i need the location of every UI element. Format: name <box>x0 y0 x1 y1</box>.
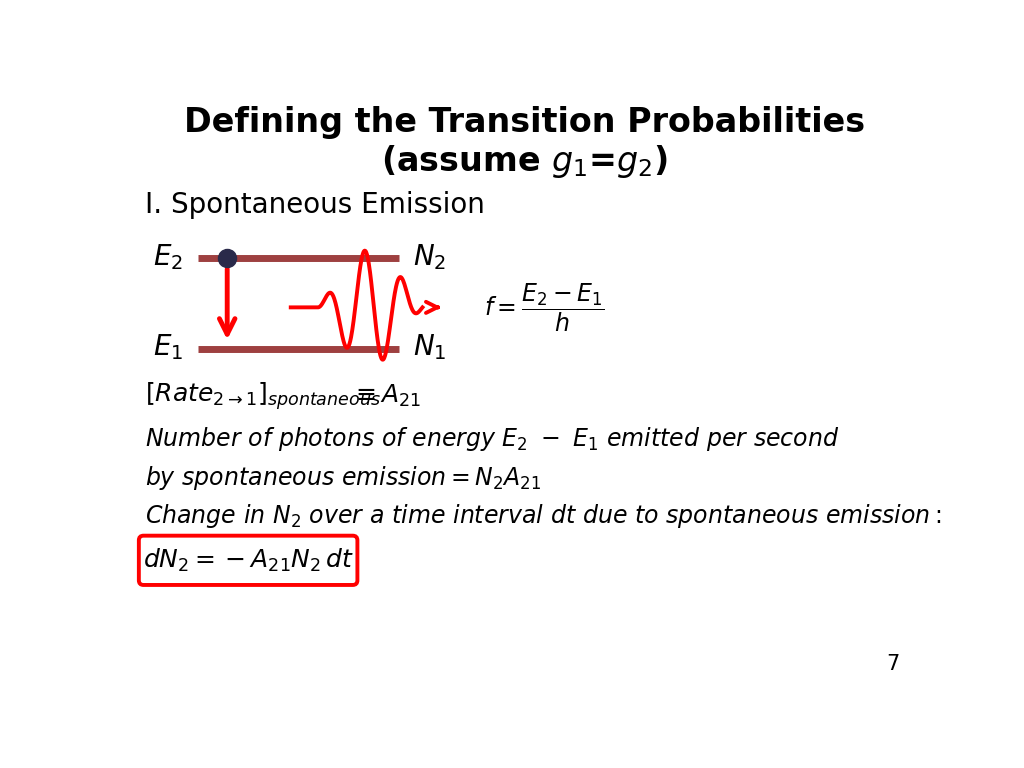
Text: (assume $g_1$=$g_2$): (assume $g_1$=$g_2$) <box>382 143 668 180</box>
FancyBboxPatch shape <box>139 536 357 585</box>
Text: $E_2$: $E_2$ <box>154 242 183 272</box>
Text: $f = \dfrac{E_2 - E_1}{h}$: $f = \dfrac{E_2 - E_1}{h}$ <box>484 281 605 333</box>
Text: $dN_2 = -A_{21}N_2\,dt$: $dN_2 = -A_{21}N_2\,dt$ <box>142 547 353 574</box>
Text: Defining the Transition Probabilities: Defining the Transition Probabilities <box>184 107 865 140</box>
Text: $N_1$: $N_1$ <box>414 332 446 362</box>
Text: $\left[Rate_{2\rightarrow 1}\right]_{spontaneous}$: $\left[Rate_{2\rightarrow 1}\right]_{spo… <box>145 380 381 412</box>
Text: 7: 7 <box>886 654 899 674</box>
Text: $E_1$: $E_1$ <box>154 332 183 362</box>
Text: $\mathit{Number\ of\ photons\ of\ energy\ }E_2\mathit{\ -\ }E_1\mathit{\ emitted: $\mathit{Number\ of\ photons\ of\ energy… <box>145 425 840 452</box>
Text: $\mathit{Change\ in\ }N_2\mathit{\ over\ a\ time\ interval\ dt\ due\ to\ spontan: $\mathit{Change\ in\ }N_2\mathit{\ over\… <box>145 502 941 530</box>
Text: $N_2$: $N_2$ <box>414 242 446 272</box>
Text: I. Spontaneous Emission: I. Spontaneous Emission <box>145 190 485 219</box>
Text: $\mathit{by\ spontaneous\ emission} = N_2 A_{21}$: $\mathit{by\ spontaneous\ emission} = N_… <box>145 464 542 492</box>
Text: $\equiv A_{21}$: $\equiv A_{21}$ <box>351 383 422 409</box>
